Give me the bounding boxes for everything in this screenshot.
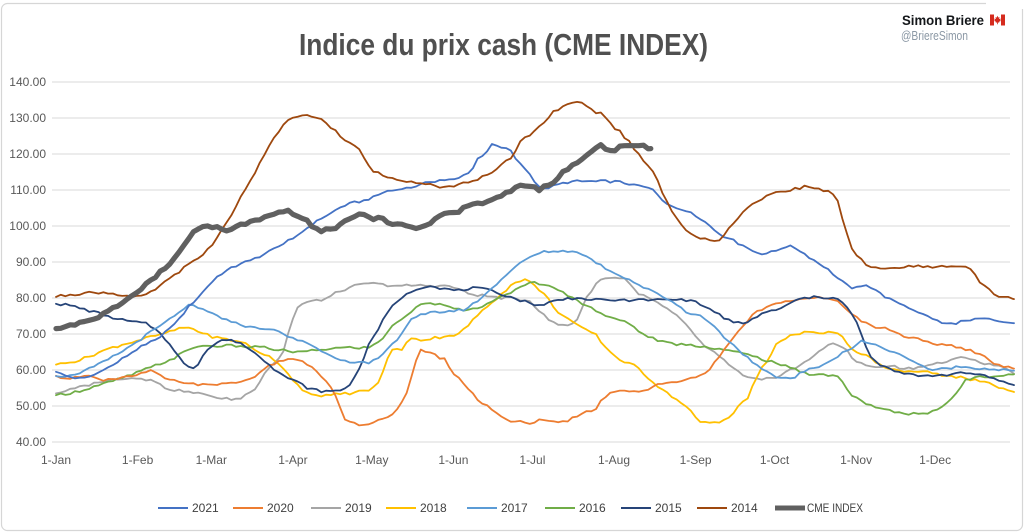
svg-text:1-Jun: 1-Jun [438, 453, 468, 467]
svg-text:2019: 2019 [345, 501, 372, 515]
svg-text:2015: 2015 [655, 501, 682, 515]
svg-text:CME INDEX: CME INDEX [807, 501, 863, 515]
svg-text:120.00: 120.00 [9, 147, 46, 161]
svg-text:1-Jan: 1-Jan [41, 453, 71, 467]
svg-text:40.00: 40.00 [16, 435, 46, 449]
svg-text:2016: 2016 [579, 501, 606, 515]
svg-text:2021: 2021 [192, 501, 219, 515]
svg-text:@BriereSimon: @BriereSimon [901, 28, 968, 43]
svg-text:90.00: 90.00 [16, 255, 46, 269]
svg-text:2018: 2018 [420, 501, 447, 515]
svg-text:100.00: 100.00 [9, 219, 46, 233]
svg-text:130.00: 130.00 [9, 111, 46, 125]
svg-text:1-Nov: 1-Nov [840, 453, 872, 467]
svg-text:1-Jul: 1-Jul [519, 453, 545, 467]
svg-text:80.00: 80.00 [16, 291, 46, 305]
svg-text:1-Aug: 1-Aug [598, 453, 630, 467]
svg-text:1-Mar: 1-Mar [196, 453, 227, 467]
svg-text:110.00: 110.00 [10, 183, 46, 197]
svg-text:1-Dec: 1-Dec [919, 453, 951, 467]
svg-text:140.00: 140.00 [9, 75, 46, 89]
svg-text:2017: 2017 [501, 501, 528, 515]
svg-text:Indice du prix cash (CME INDEX: Indice du prix cash (CME INDEX) [299, 27, 708, 62]
svg-text:1-Oct: 1-Oct [760, 453, 790, 467]
svg-text:60.00: 60.00 [16, 363, 46, 377]
svg-text:70.00: 70.00 [16, 327, 46, 341]
svg-text:1-Sep: 1-Sep [680, 453, 712, 467]
svg-text:2014: 2014 [731, 501, 758, 515]
svg-text:1-May: 1-May [355, 453, 388, 467]
svg-text:50.00: 50.00 [16, 399, 46, 413]
svg-text:2020: 2020 [267, 501, 294, 515]
svg-text:Simon Briere: Simon Briere [902, 12, 984, 28]
svg-text:1-Feb: 1-Feb [122, 453, 154, 467]
svg-text:1-Apr: 1-Apr [278, 453, 307, 467]
